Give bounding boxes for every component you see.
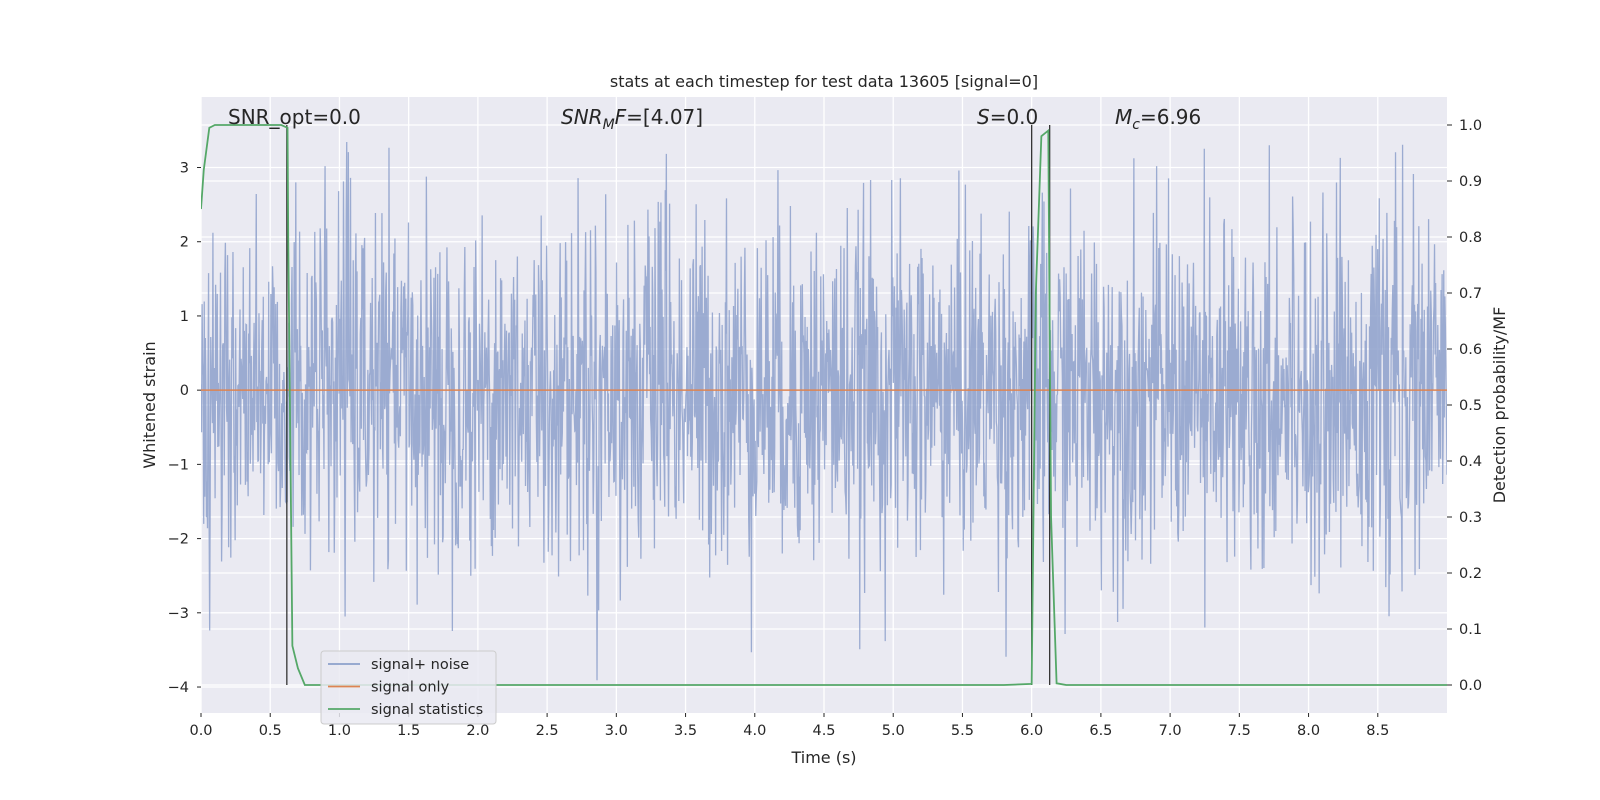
annotation-s: S=0.0 <box>977 105 1038 129</box>
x-tick-label: 5.0 <box>882 723 905 739</box>
y-left-tick-label: 2 <box>180 235 189 251</box>
y-left-tick-label: −4 <box>168 680 189 696</box>
x-tick-label: 8.0 <box>1297 723 1320 739</box>
annotation-mc: Mc=6.96 <box>1115 105 1201 133</box>
y-right-tick-label: 0.6 <box>1459 342 1482 358</box>
y-right-axis-label: Detection probability/MF <box>1490 307 1509 504</box>
y-right-tick-label: 0.3 <box>1459 510 1482 526</box>
x-tick-label: 6.5 <box>1089 723 1112 739</box>
y-right-tick-label: 0.1 <box>1459 622 1482 638</box>
legend-label: signal statistics <box>371 702 483 718</box>
x-tick-label: 7.0 <box>1159 723 1182 739</box>
x-tick-label: 8.5 <box>1366 723 1389 739</box>
y-left-tick-label: 1 <box>180 309 189 325</box>
y-left-axis-label: Whitened strain <box>140 341 159 468</box>
y-right-tick-label: 0.8 <box>1459 230 1482 246</box>
annotation-snr-mf: SNRMF=[4.07] <box>561 105 703 133</box>
legend-label: signal only <box>371 680 450 696</box>
y-right-tick-label: 0.0 <box>1459 678 1482 694</box>
x-tick-label: 3.0 <box>605 723 628 739</box>
chart-title: stats at each timestep for test data 136… <box>610 72 1038 91</box>
x-tick-label: 2.0 <box>466 723 489 739</box>
plot-area: 0.0 0.5 1.0 1.5 2.0 2.5 3.0 3.5 4.0 4.5 5.0 5.5 6.0 6… <box>140 72 1509 767</box>
x-tick-label: 0.5 <box>259 723 282 739</box>
legend-label: signal+ noise <box>371 657 469 673</box>
y-right-tick-label: 0.7 <box>1459 286 1482 302</box>
x-tick-label: 4.0 <box>743 723 766 739</box>
y-right-tick-label: 0.9 <box>1459 174 1482 190</box>
x-tick-label: 4.5 <box>812 723 835 739</box>
series-signal-plus-noise <box>201 141 1447 681</box>
x-tick-label: 2.5 <box>536 723 559 739</box>
y-left-tick-label: 0 <box>180 383 189 399</box>
y-left-tick-label: −3 <box>168 606 189 622</box>
x-tick-label: 5.5 <box>951 723 974 739</box>
x-tick-label: 1.5 <box>397 723 420 739</box>
x-tick-label: 6.0 <box>1020 723 1043 739</box>
y-right-tick-label: 0.2 <box>1459 566 1482 582</box>
legend-box <box>320 650 497 725</box>
x-axis-label: Time (s) <box>790 748 856 767</box>
annotation-snr-opt: SNR_opt=0.0 <box>228 105 361 129</box>
x-tick-label: 7.5 <box>1228 723 1251 739</box>
legend <box>320 650 497 725</box>
y-left-tick-label: −1 <box>168 457 189 473</box>
y-right-tick-label: 0.4 <box>1459 454 1482 470</box>
x-tick-label: 3.5 <box>674 723 697 739</box>
y-right-tick-label: 0.5 <box>1459 398 1482 414</box>
x-tick-label: 0.0 <box>189 723 212 739</box>
x-tick-label: 1.0 <box>328 723 351 739</box>
y-left-tick-label: −2 <box>168 532 189 548</box>
y-left-tick-label: 3 <box>180 161 189 177</box>
y-right-tick-label: 1.0 <box>1459 118 1482 134</box>
